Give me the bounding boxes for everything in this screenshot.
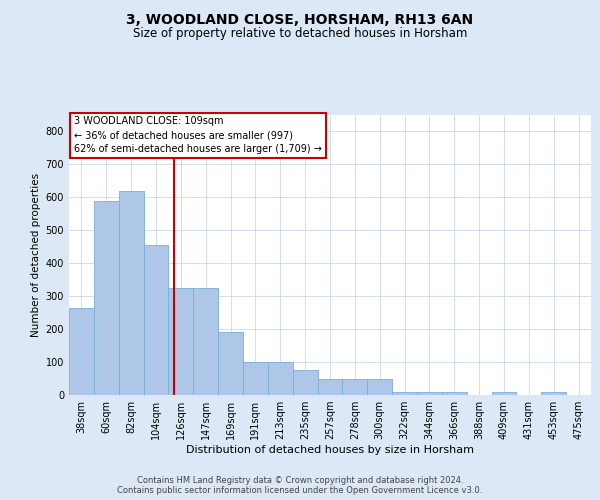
Bar (367, 378, 392, 395)
Bar (417, 392, 442, 395)
Y-axis label: Number of detached properties: Number of detached properties (31, 173, 41, 337)
Text: 3, WOODLAND CLOSE, HORSHAM, RH13 6AN: 3, WOODLAND CLOSE, HORSHAM, RH13 6AN (127, 12, 473, 26)
Bar (442, 392, 467, 395)
Bar (343, 378, 367, 395)
Bar (268, 362, 293, 395)
Bar (293, 370, 317, 395)
Bar (94, 200, 119, 395)
Bar (541, 392, 566, 395)
Bar (392, 392, 417, 395)
Bar (193, 288, 218, 395)
Bar (119, 191, 143, 395)
X-axis label: Distribution of detached houses by size in Horsham: Distribution of detached houses by size … (186, 445, 474, 455)
Text: Contains HM Land Registry data © Crown copyright and database right 2024.
Contai: Contains HM Land Registry data © Crown c… (118, 476, 482, 495)
Bar (218, 332, 243, 395)
Bar (491, 392, 517, 395)
Bar (317, 378, 343, 395)
Bar (69, 308, 94, 395)
Bar (243, 362, 268, 395)
Text: Size of property relative to detached houses in Horsham: Size of property relative to detached ho… (133, 28, 467, 40)
Bar (169, 288, 193, 395)
Text: 3 WOODLAND CLOSE: 109sqm
← 36% of detached houses are smaller (997)
62% of semi-: 3 WOODLAND CLOSE: 109sqm ← 36% of detach… (74, 116, 322, 154)
Bar (143, 245, 169, 395)
